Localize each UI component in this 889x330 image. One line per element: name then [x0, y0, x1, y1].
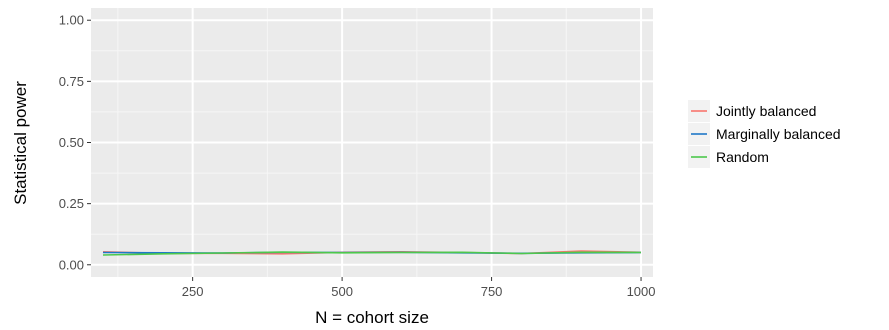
legend-label: Marginally balanced [716, 126, 841, 142]
x-tick-label: 500 [331, 284, 353, 299]
series-line-random [102, 251, 642, 256]
y-tick-label: 0.75 [59, 74, 84, 89]
y-tick-label: 0.00 [59, 257, 84, 272]
legend: Jointly balanced Marginally balanced Rando… [688, 100, 841, 168]
major-gridlines [91, 8, 653, 277]
y-axis: 0.00 0.25 0.50 0.75 1.00 [59, 13, 91, 272]
series-lines [102, 250, 642, 256]
y-tick-label: 1.00 [59, 13, 84, 28]
y-tick-label: 0.50 [59, 135, 84, 150]
y-tick-label: 0.25 [59, 196, 84, 211]
x-tick-label: 750 [481, 284, 503, 299]
x-tick-label: 1000 [627, 284, 656, 299]
y-axis-title: Statistical power [11, 81, 30, 205]
legend-label: Random [716, 149, 769, 165]
x-tick-label: 250 [182, 284, 204, 299]
legend-label: Jointly balanced [716, 103, 816, 119]
x-axis: 250 500 750 1000 [182, 277, 656, 299]
x-axis-title: N = cohort size [315, 308, 429, 327]
